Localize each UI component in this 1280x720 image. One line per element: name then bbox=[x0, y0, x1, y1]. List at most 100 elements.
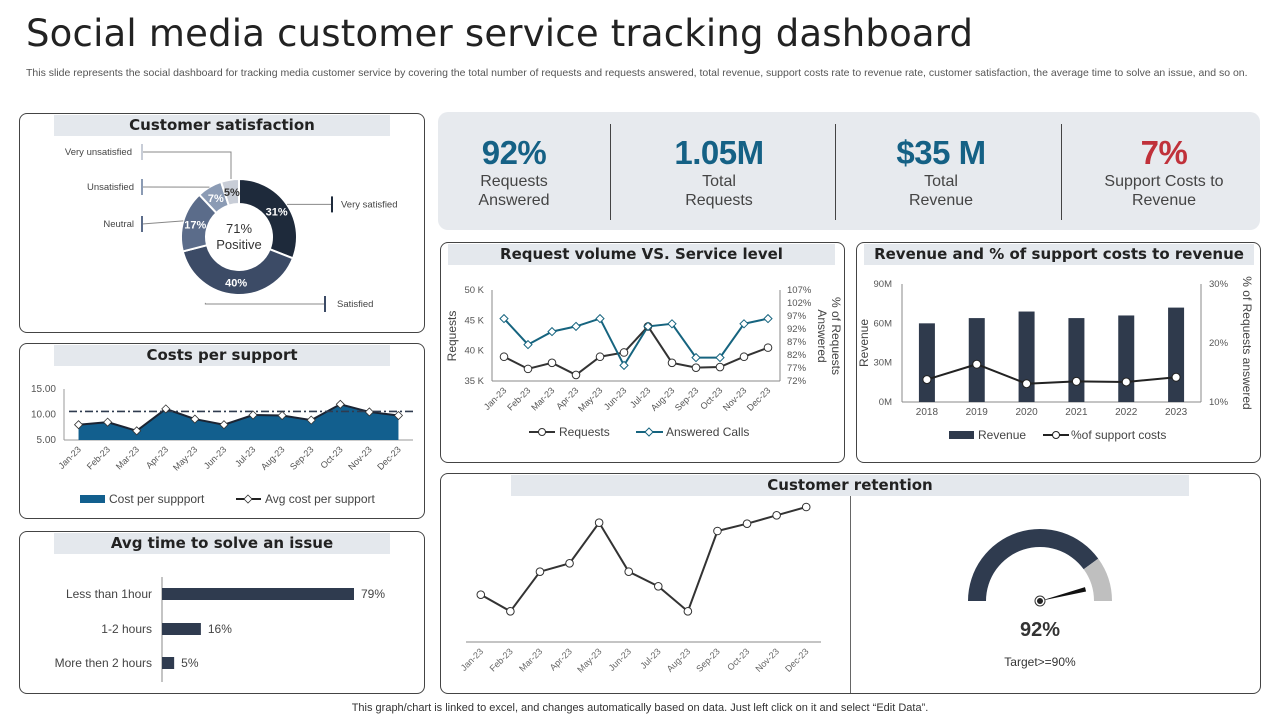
revenue-bar bbox=[918, 323, 935, 402]
retention-line-chart[interactable]: Jan-23 Feb-23 Mar-23 Apr-23 May-23 Jun-23 Jul-… bbox=[441, 474, 849, 693]
kpi-support-costs: 7% Support Costs to Revenue bbox=[1076, 112, 1252, 230]
x-tick-label: Dec-23 bbox=[783, 646, 811, 674]
cost-point bbox=[277, 410, 287, 421]
requests-point bbox=[571, 370, 581, 380]
x-tick-label: 2021 bbox=[1065, 407, 1088, 418]
retention-gauge[interactable]: 92% Target>=90% bbox=[851, 474, 1261, 693]
slice-value-label: 31% bbox=[266, 206, 288, 218]
slice-category-label: Unsatisfied bbox=[87, 182, 134, 193]
answered-calls-point bbox=[691, 352, 701, 363]
legend-swatch-revenue bbox=[949, 431, 974, 439]
kpi-requests-answered: 92% Requests Answered bbox=[438, 112, 590, 230]
legend-label-revenue: Revenue bbox=[978, 428, 1026, 442]
kpi-value: $35 M bbox=[896, 134, 986, 171]
footer-note: This graph/chart is linked to excel, and… bbox=[351, 702, 929, 714]
retention-point bbox=[476, 590, 486, 599]
slice-category-label: Neutral bbox=[103, 219, 134, 230]
gauge-target-label: Target>=90% bbox=[1004, 655, 1076, 669]
requests-point bbox=[619, 348, 629, 357]
legend-swatch-cost bbox=[80, 495, 105, 503]
avg-time-panel: Avg time to solve an issue Less than 1ho… bbox=[19, 531, 425, 694]
satisfaction-donut-chart[interactable]: 31% Very satisfied 40% Satisfied 17% Neutral 7… bbox=[20, 114, 424, 332]
legend-label-support: %of support costs bbox=[1071, 428, 1166, 442]
legend-label-answered: Answered Calls bbox=[666, 425, 749, 439]
x-tick-label: Feb-23 bbox=[488, 646, 515, 673]
y2-tick-label: 72% bbox=[787, 376, 807, 387]
retention-point bbox=[565, 559, 574, 568]
cost-point bbox=[335, 399, 345, 409]
x-tick-label: Apr-23 bbox=[548, 646, 574, 672]
requests-point bbox=[595, 352, 605, 362]
legend-label-cost: Cost per suppport bbox=[109, 492, 205, 506]
panel-title: Request volume VS. Service level bbox=[448, 244, 835, 265]
revenue-bar bbox=[1018, 311, 1035, 402]
slice-value-label: 5% bbox=[224, 187, 240, 199]
retention-point bbox=[713, 526, 722, 536]
x-tick-label: Mar-23 bbox=[529, 385, 556, 412]
y-axis-title: Requests bbox=[445, 311, 459, 362]
requests-point bbox=[547, 358, 557, 368]
donut-slice bbox=[219, 177, 240, 207]
x-tick-label: Oct-23 bbox=[725, 646, 751, 672]
y-tick-label: 0M bbox=[879, 397, 892, 408]
revenue-combo-chart[interactable]: 90M 60M 30M 0M 30% 20% 10% Revenue % of Requests… bbox=[857, 243, 1260, 462]
kpi-divider bbox=[835, 124, 836, 220]
retention-divider bbox=[850, 496, 851, 693]
panel-title: Customer retention bbox=[511, 475, 1189, 496]
category-label: More then 2 hours bbox=[55, 656, 152, 670]
x-tick-label: Jul-23 bbox=[233, 444, 257, 468]
cost-point bbox=[103, 417, 113, 427]
x-tick-label: May-23 bbox=[576, 385, 604, 413]
kpi-label: Total Revenue bbox=[908, 173, 974, 209]
panel-title: Avg time to solve an issue bbox=[54, 533, 390, 554]
slice-category-label: Satisfied bbox=[337, 299, 373, 310]
x-tick-label: Oct-23 bbox=[698, 385, 724, 411]
y2-tick-label: 92% bbox=[787, 324, 807, 335]
x-tick-label: Jun-23 bbox=[607, 646, 634, 673]
x-tick-label: 2019 bbox=[966, 407, 989, 418]
request-volume-line-chart[interactable]: 50 K 45 K 40 K 35 K 107% 102% 97% 92% 87% 82% 77% 7… bbox=[441, 243, 844, 462]
y2-axis-title: Answered bbox=[815, 309, 829, 362]
slice-value-label: 7% bbox=[208, 193, 224, 205]
answered-calls-point bbox=[523, 339, 533, 350]
y-tick-label: 30M bbox=[874, 358, 893, 369]
answered-calls-point bbox=[499, 313, 509, 324]
y2-tick-label: 77% bbox=[787, 363, 807, 374]
x-tick-label: Mar-23 bbox=[517, 646, 544, 673]
retention-point bbox=[801, 502, 811, 512]
cost-area bbox=[78, 404, 399, 440]
legend-marker-requests bbox=[538, 428, 546, 436]
legend-marker-answered bbox=[644, 427, 654, 437]
leader-line bbox=[204, 302, 325, 305]
x-tick-label: Jul-23 bbox=[638, 646, 662, 670]
support-cost-point bbox=[1022, 379, 1032, 389]
x-tick-label: May-23 bbox=[171, 444, 199, 472]
answered-calls-point bbox=[739, 319, 749, 329]
requests-point bbox=[715, 362, 725, 372]
answered-calls-point bbox=[715, 352, 725, 363]
y2-axis-title: % of Requests answered bbox=[1240, 276, 1254, 409]
y2-tick-label: 30% bbox=[1209, 279, 1229, 290]
answered-calls-point bbox=[667, 319, 677, 329]
gauge-pivot-center bbox=[1037, 598, 1043, 604]
y2-tick-label: 97% bbox=[787, 311, 807, 322]
kpi-value: 7% bbox=[1140, 134, 1188, 171]
requests-point bbox=[691, 363, 701, 372]
requests-point bbox=[667, 358, 677, 368]
answered-calls-point bbox=[595, 313, 605, 324]
donut-center-label: Positive bbox=[216, 237, 262, 252]
avg-time-bar-chart[interactable]: Less than 1hour 79% 1-2 hours 16% More then … bbox=[20, 532, 424, 693]
x-tick-label: Nov-23 bbox=[346, 444, 374, 472]
panel-title: Costs per support bbox=[54, 345, 390, 366]
y-tick-label: 90M bbox=[874, 279, 893, 290]
support-cost-point bbox=[922, 375, 932, 385]
requests-point bbox=[739, 352, 749, 362]
y2-tick-label: 20% bbox=[1209, 338, 1229, 349]
revenue-bar bbox=[1118, 315, 1135, 402]
kpi-label: Support Costs to Revenue bbox=[1104, 173, 1224, 209]
x-tick-label: Jan-23 bbox=[56, 444, 83, 471]
request-volume-panel: Request volume VS. Service level 50 K 45 … bbox=[440, 242, 845, 463]
y-tick-label: 5.00 bbox=[37, 435, 57, 446]
x-tick-label: 2020 bbox=[1015, 407, 1038, 418]
